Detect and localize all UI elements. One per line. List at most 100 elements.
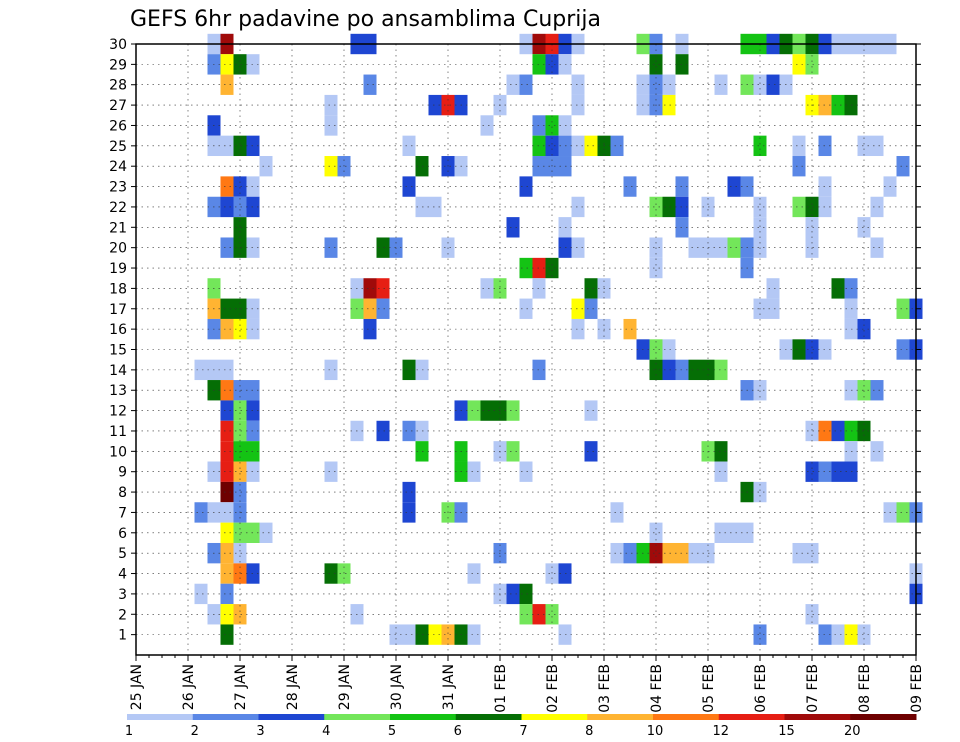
- data-cell: [753, 217, 767, 238]
- data-cell: [467, 461, 481, 482]
- data-cell: [467, 624, 481, 645]
- y-tick-label: 26: [109, 118, 127, 134]
- data-cell: [662, 196, 676, 218]
- data-cell: [714, 461, 728, 482]
- x-tick-label: 03 FEB: [597, 664, 613, 713]
- data-cell: [220, 237, 234, 258]
- data-cell: [363, 74, 377, 95]
- data-cell: [831, 278, 845, 299]
- colorbar-swatch: [718, 714, 785, 720]
- data-cell: [220, 461, 234, 482]
- data-cell: [688, 359, 702, 381]
- data-cell: [857, 624, 871, 645]
- data-cell: [220, 298, 234, 319]
- data-cell: [220, 604, 234, 625]
- y-tick-label: 4: [118, 567, 127, 583]
- data-cell: [870, 196, 884, 218]
- data-cell: [324, 94, 338, 116]
- y-tick-label: 18: [109, 281, 127, 297]
- data-cell: [753, 135, 767, 157]
- data-cell: [792, 54, 806, 75]
- x-tick-label: 29 JAN: [337, 664, 353, 710]
- colorbar-swatch: [587, 714, 654, 720]
- y-tick-label: 27: [109, 98, 127, 114]
- data-cell: [324, 115, 338, 136]
- data-cell: [233, 604, 247, 625]
- data-cell: [519, 604, 533, 625]
- data-cell: [233, 420, 247, 442]
- colorbar-label: 5: [388, 724, 396, 739]
- data-cell: [831, 94, 845, 116]
- y-tick-label: 3: [118, 587, 127, 603]
- y-tick-label: 12: [109, 404, 127, 420]
- y-axis: 1234567891011121314151617181920212223242…: [109, 37, 921, 644]
- data-cell: [545, 115, 559, 136]
- data-cell: [714, 74, 728, 95]
- colorbar-swatch: [127, 714, 194, 720]
- data-cell: [220, 420, 234, 442]
- data-cell: [220, 54, 234, 75]
- data-cell: [233, 400, 247, 421]
- grid-lines: [136, 43, 916, 655]
- data-cell: [220, 502, 234, 523]
- data-cell: [766, 74, 780, 95]
- colorbar-label: 1: [125, 724, 133, 739]
- data-cell: [363, 298, 377, 319]
- data-cell: [857, 420, 871, 442]
- y-tick-label: 22: [109, 200, 127, 216]
- x-tick-label: 05 FEB: [701, 664, 717, 713]
- data-cell: [571, 196, 585, 218]
- data-cell: [402, 420, 416, 442]
- data-cell: [519, 257, 533, 279]
- data-cell: [896, 298, 910, 319]
- x-axis: 25 JAN 26 JAN 27 JAN 28 JAN 29 JAN 30 JAN 31 J…: [129, 655, 925, 713]
- x-tick-label: 08 FEB: [857, 664, 873, 713]
- x-tick-label: 02 FEB: [545, 664, 561, 713]
- data-cell: [233, 522, 247, 543]
- x-tick-label: 28 JAN: [285, 664, 301, 710]
- data-cell: [545, 257, 559, 279]
- y-tick-label: 11: [109, 424, 127, 440]
- data-cell: [662, 94, 676, 116]
- colorbar-swatch: [324, 714, 391, 720]
- data-cell: [402, 135, 416, 157]
- data-cell: [792, 196, 806, 218]
- data-cell: [870, 380, 884, 401]
- data-cell: [896, 156, 910, 177]
- data-cell: [220, 135, 234, 157]
- data-cell: [727, 176, 741, 197]
- data-cell: [870, 237, 884, 258]
- data-cell: [233, 481, 247, 503]
- data-cell: [467, 563, 481, 584]
- y-tick-label: 8: [118, 485, 127, 501]
- data-cell: [584, 298, 598, 319]
- data-cell: [571, 74, 585, 95]
- data-cell: [324, 156, 338, 177]
- data-cell: [194, 583, 208, 605]
- x-tick-label: 30 JAN: [389, 664, 405, 710]
- data-cell: [233, 380, 247, 401]
- x-tick-label: 26 JAN: [181, 664, 197, 710]
- data-cell: [753, 74, 767, 95]
- colorbar-swatch: [850, 714, 917, 720]
- y-tick-label: 16: [109, 322, 127, 338]
- data-cell: [220, 196, 234, 218]
- data-cell: [363, 278, 377, 299]
- x-tick-label: 27 JAN: [233, 664, 249, 710]
- y-tick-label: 5: [118, 546, 127, 562]
- colorbar-label: 10: [647, 724, 664, 739]
- data-cell: [792, 542, 806, 564]
- data-cell: [363, 318, 377, 340]
- colorbar-swatch: [784, 714, 851, 720]
- data-cell: [220, 74, 234, 95]
- data-cell: [402, 359, 416, 381]
- data-cell: [857, 380, 871, 401]
- data-cell: [649, 339, 663, 360]
- data-cell: [571, 318, 585, 340]
- data-cell: [506, 441, 520, 462]
- data-cell: [233, 318, 247, 340]
- data-cell: [428, 196, 442, 218]
- y-tick-label: 14: [109, 363, 127, 379]
- data-cell: [545, 563, 559, 584]
- data-cell: [623, 176, 637, 197]
